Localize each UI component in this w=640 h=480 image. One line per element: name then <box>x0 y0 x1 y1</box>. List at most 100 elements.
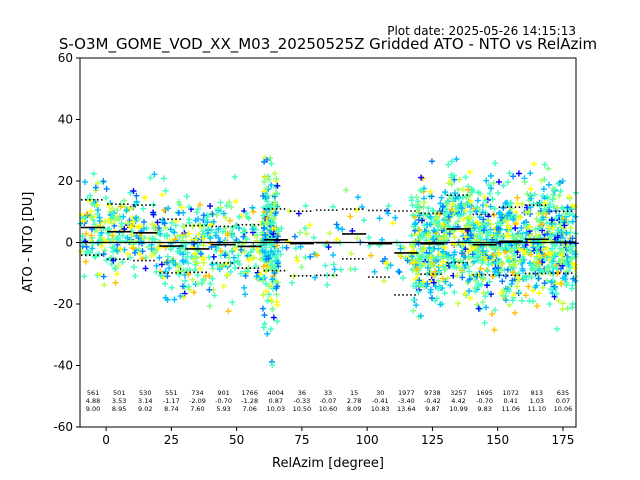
scatter-point <box>82 238 89 245</box>
scatter-point <box>196 201 203 208</box>
bin-stat-mean: 4.42 <box>451 397 465 405</box>
bin-stat-n: 4004 <box>268 389 285 397</box>
scatter-point <box>509 232 516 239</box>
scatter-point <box>228 203 235 210</box>
scatter-point <box>124 234 131 241</box>
bin-stat-std: 9.87 <box>425 405 439 413</box>
scatter-point <box>479 209 486 216</box>
scatter-point <box>474 253 481 260</box>
scatter-point <box>217 199 224 206</box>
scatter-point <box>211 292 218 299</box>
scatter-point <box>241 284 248 291</box>
scatter-point <box>435 278 442 285</box>
scatter-point <box>150 250 157 257</box>
scatter-point <box>564 242 571 249</box>
scatter-point <box>127 254 134 261</box>
scatter-point <box>102 194 109 201</box>
scatter-point <box>83 230 90 237</box>
scatter-point <box>243 236 250 243</box>
scatter-point <box>548 217 555 224</box>
scatter-point <box>112 217 119 224</box>
scatter-point <box>245 257 252 264</box>
scatter-point <box>530 298 537 305</box>
scatter-point <box>215 226 222 233</box>
scatter-point <box>166 265 173 272</box>
scatter-point <box>101 247 108 254</box>
scatter-point <box>537 263 544 270</box>
scatter-point <box>515 214 522 221</box>
scatter-point <box>543 245 550 252</box>
scatter-point <box>439 258 446 265</box>
scatter-point <box>489 196 496 203</box>
scatter-point <box>260 263 267 270</box>
scatter-point <box>277 251 284 258</box>
scatter-point <box>451 234 458 241</box>
scatter-point <box>264 297 271 304</box>
scatter-point <box>485 261 492 268</box>
scatter-point <box>162 187 169 194</box>
scatter-point <box>489 311 496 318</box>
bin-stat-mean: -0.41 <box>372 397 389 405</box>
scatter-point <box>467 169 474 176</box>
scatter-point <box>355 194 362 201</box>
bin-stat-n: 901 <box>217 389 229 397</box>
scatter-point <box>535 259 542 266</box>
scatter-point <box>120 197 127 204</box>
scatter-point <box>100 251 107 258</box>
scatter-point <box>231 254 238 261</box>
scatter-point <box>469 251 476 258</box>
scatter-point <box>264 330 271 337</box>
scatter-point <box>303 230 310 237</box>
scatter-point <box>456 176 463 183</box>
scatter-point <box>322 262 329 269</box>
scatter-point <box>535 225 542 232</box>
scatter-point <box>78 248 85 255</box>
scatter-point <box>533 215 540 222</box>
scatter-point <box>497 260 504 267</box>
bin-stat-n: 36 <box>298 389 306 397</box>
scatter-point <box>250 208 257 215</box>
scatter-point <box>186 203 193 210</box>
scatter-point <box>436 235 443 242</box>
scatter-point <box>421 222 428 229</box>
scatter-point <box>553 231 560 238</box>
scatter-point <box>263 256 270 263</box>
bin-stat-std: 8.74 <box>164 405 178 413</box>
scatter-point <box>298 264 305 271</box>
scatter-point <box>554 226 561 233</box>
scatter-point <box>470 255 477 262</box>
bin-stat-n: 551 <box>165 389 177 397</box>
scatter-point <box>273 175 280 182</box>
scatter-point <box>423 228 430 235</box>
scatter-point <box>263 191 270 198</box>
scatter-point <box>310 234 317 241</box>
scatter-point <box>441 238 448 245</box>
bin-stat-mean: 0.87 <box>269 397 283 405</box>
scatter-point <box>486 182 493 189</box>
scatter-point <box>129 218 136 225</box>
scatter-point <box>268 215 275 222</box>
bin-stat-n: 635 <box>557 389 569 397</box>
scatter-point <box>100 273 107 280</box>
scatter-point <box>541 252 548 259</box>
scatter-point <box>168 219 175 226</box>
scatter-point <box>133 214 140 221</box>
scatter-point <box>521 274 528 281</box>
scatter-point <box>499 278 506 285</box>
scatter-point <box>269 276 276 283</box>
scatter-point <box>534 240 541 247</box>
scatter-point <box>353 206 360 213</box>
scatter-point <box>244 268 251 275</box>
scatter-point <box>297 243 304 250</box>
scatter-point <box>186 216 193 223</box>
scatter-point <box>465 277 472 284</box>
scatter-point <box>426 221 433 228</box>
scatter-point <box>330 261 337 268</box>
scatter-point <box>526 209 533 216</box>
scatter-point <box>466 268 473 275</box>
scatter-point <box>231 173 238 180</box>
scatter-point <box>549 264 556 271</box>
scatter-point <box>153 262 160 269</box>
scatter-point <box>261 312 268 319</box>
scatter-point <box>484 268 491 275</box>
